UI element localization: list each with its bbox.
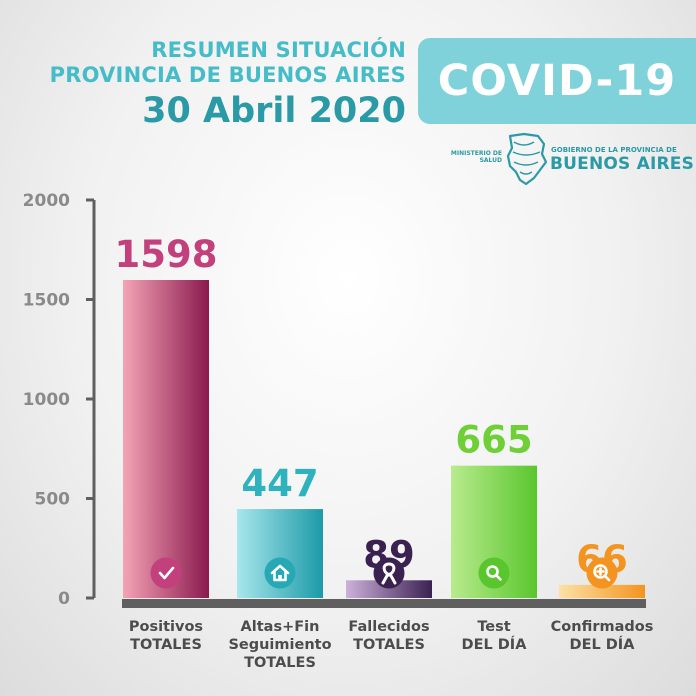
plus-sign <box>596 567 605 576</box>
province-label: BUENOS AIRES <box>550 154 695 174</box>
icon-circle <box>586 557 618 589</box>
category-label: Test <box>477 619 510 635</box>
bar <box>123 279 209 598</box>
gobierno-label: GOBIERNO DE LA PROVINCIA DE <box>551 146 677 154</box>
check-icon <box>150 557 182 589</box>
search-icon <box>478 557 510 589</box>
value-label: 447 <box>241 462 318 505</box>
icon-circle <box>478 557 510 589</box>
value-label: 665 <box>455 419 532 462</box>
category-label: DEL DÍA <box>462 636 528 653</box>
y-tick-label: 500 <box>35 490 71 510</box>
x-axis-line <box>122 599 646 608</box>
title-line-1: RESUMEN SITUACIÓN <box>151 38 406 62</box>
category-label: Positivos <box>129 619 203 635</box>
category-label: TOTALES <box>130 637 202 653</box>
home-icon <box>264 557 296 589</box>
report-date: 30 Abril 2020 <box>142 91 406 131</box>
category-label: Seguimiento <box>228 637 331 653</box>
lens <box>593 564 608 579</box>
category-label: Altas+Fin <box>241 619 320 635</box>
category-label: TOTALES <box>244 655 316 671</box>
covid-badge-label: COVID-19 <box>437 56 677 106</box>
government-logo: MINISTERIO DE SALUD GOBIERNO DE LA PROVI… <box>450 132 694 190</box>
bar <box>346 580 432 598</box>
y-tick-label: 1000 <box>23 390 70 410</box>
ministerio-label: MINISTERIO DE SALUD <box>450 150 502 164</box>
zoom-plus-icon <box>586 557 618 589</box>
bar <box>559 584 645 598</box>
title-line-2: PROVINCIA DE BUENOS AIRES <box>49 63 406 87</box>
ribbon-icon <box>373 557 405 589</box>
category-label: Fallecidos <box>348 619 429 635</box>
category-label: DEL DÍA <box>570 636 636 653</box>
check-mark <box>158 566 175 580</box>
lens-handle <box>603 574 611 582</box>
value-label: 1598 <box>115 233 218 276</box>
lens-handle <box>494 573 502 581</box>
lens <box>486 565 499 578</box>
category-label: Confirmados <box>551 619 654 635</box>
category-label: TOTALES <box>353 637 425 653</box>
ribbon-shape <box>381 562 397 585</box>
header-title: RESUMEN SITUACIÓN PROVINCIA DE BUENOS AI… <box>50 38 406 133</box>
y-tick-label: 1500 <box>23 291 70 311</box>
home-door <box>278 575 282 580</box>
y-tick-label: 0 <box>58 589 70 609</box>
covid-badge: COVID-19 <box>418 38 696 124</box>
icon-circle <box>264 557 296 589</box>
province-map-icon <box>506 132 548 186</box>
icon-circle <box>150 557 182 589</box>
y-tick-label: 2000 <box>23 191 70 211</box>
